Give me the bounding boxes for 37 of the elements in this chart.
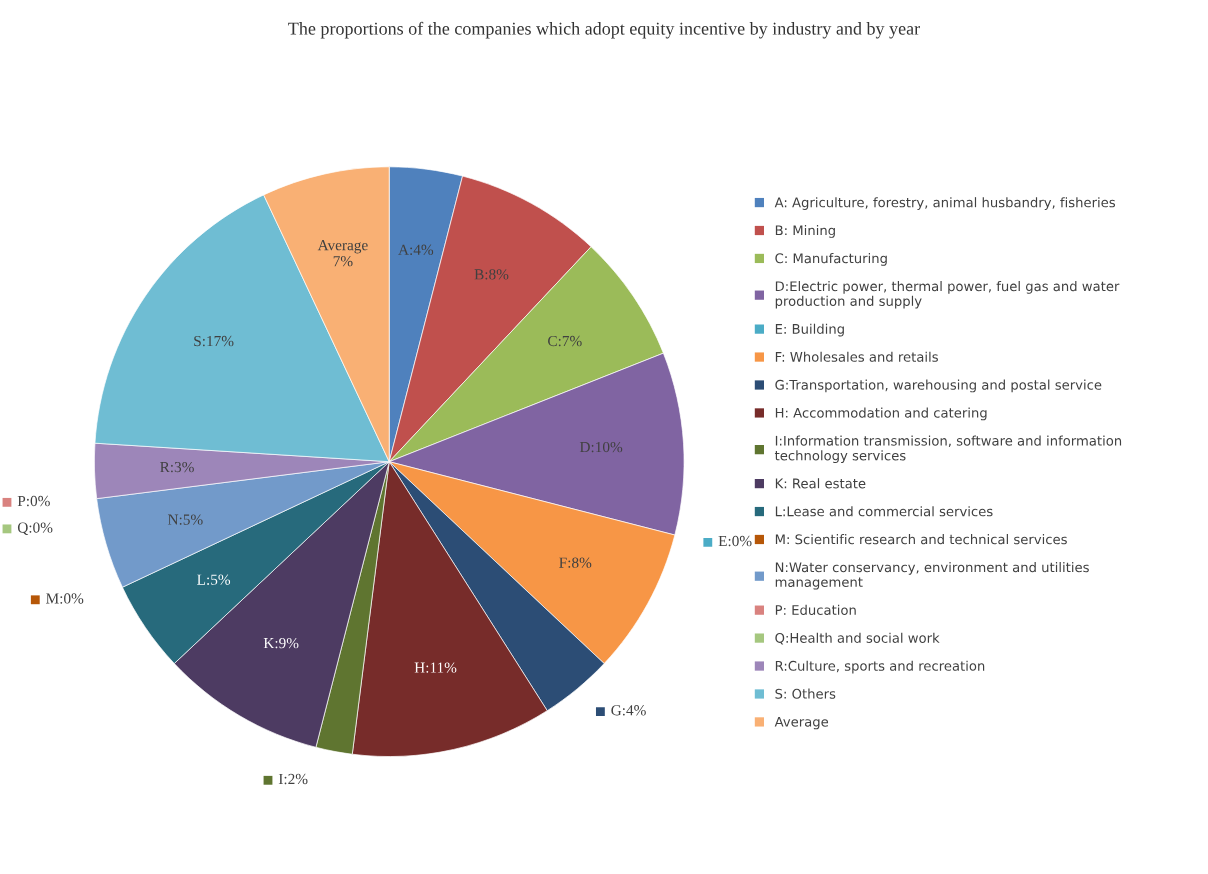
legend-label: K: Real estate [775,478,866,489]
legend-label: C: Manufacturing [775,253,887,266]
legend-label: I:Information transmission, software and information technology services [774,435,1122,464]
data-label: C:7% [548,335,582,347]
data-label: D:10% [579,441,623,453]
data-label: Average 7% [317,240,368,267]
legend-label: S: Others [775,688,836,699]
legend-label: G:Transportation, warehousing and postal service [775,379,1102,393]
legend-label: Average [774,716,829,730]
data-label: N:5% [167,514,203,525]
legend-label: L:Lease and commercial services [775,506,993,517]
data-label: I:2% [278,773,308,785]
text: M:0% [46,593,84,604]
legend-label: D:Electric power, thermal power, fuel gas and water production and supply [775,280,1120,309]
chart-title: The proportions of the companies which adopt equity incentive by industry and by year [288,21,920,39]
data-label: S:17% [194,335,234,347]
data-label: B:8% [474,269,509,280]
legend-label: H: Accommodation and catering [775,407,987,421]
legend-label: R:Culture, sports and recreation [775,660,985,674]
text: P:0% [17,495,50,507]
data-label: H:11% [414,662,457,673]
text: E:0% [718,535,752,547]
data-label: L:5% [197,574,231,585]
legend-label: F: Wholesales and retails [775,351,938,362]
text: Q:0% [17,522,53,536]
legend-label: A: Agriculture, forestry, animal husbandry, fisheries [774,197,1116,210]
legend-label: P: Education [775,604,856,615]
legend-label: Q:Health and social work [775,632,940,645]
data-label: K:9% [263,637,299,649]
legend-label: E: Building [775,323,844,337]
data-label: A:4% [398,244,434,255]
data-label: R:3% [160,461,194,473]
data-label: F:8% [559,557,592,568]
legend-label: B: Mining [775,225,835,238]
legend-label: M: Scientific research and technical services [775,534,1067,545]
data-label: G:4% [611,705,646,716]
legend-label: N:Water conservancy, environment and utilities management [775,562,1089,590]
